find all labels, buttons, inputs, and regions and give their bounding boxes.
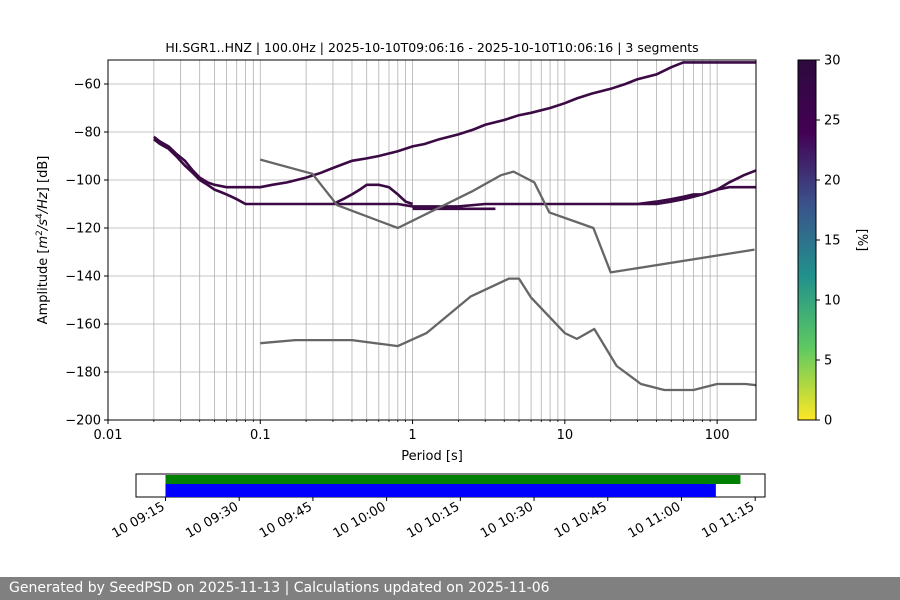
timeline-tick-label: 10 10:45 (552, 499, 610, 541)
x-tick-label: 0.01 (94, 428, 123, 443)
y-tick-label: −140 (65, 270, 101, 285)
colorbar-tick-label: 30 (824, 54, 841, 69)
psd-trace (153, 61, 756, 189)
x-axis-ticks: 0.01 0.1 1 10 100 (94, 420, 730, 443)
colorbar (797, 59, 817, 421)
timeline-tick-label: 10 10:15 (404, 499, 462, 541)
y-tick-label: −80 (74, 126, 101, 141)
colorbar-label: [%] (854, 229, 869, 252)
grid-lines (107, 60, 756, 421)
psd-trace (153, 138, 757, 208)
x-tick-label: 1 (408, 428, 416, 443)
plot-frame (107, 59, 757, 421)
psd-trace (610, 185, 756, 206)
timeline-tick-label: 10 11:00 (626, 499, 684, 541)
footer-text: Generated by SeedPSD on 2025-11-13 | Cal… (9, 580, 550, 596)
y-axis-label: Amplitude [m2/s4/Hz] [dB] (35, 156, 51, 325)
colorbar-tick-label: 15 (824, 234, 841, 249)
colorbar-tick-label: 5 (824, 354, 832, 369)
colorbar-tick-label: 25 (824, 114, 841, 129)
psd-trace (332, 183, 414, 206)
noise-model-line-nlnm (260, 277, 757, 392)
y-tick-label: −180 (65, 366, 101, 381)
x-tick-label: 0.1 (250, 428, 271, 443)
x-tick-label: 100 (705, 428, 730, 443)
footer-bar: Generated by SeedPSD on 2025-11-13 | Cal… (0, 577, 900, 600)
availability-bar (165, 484, 716, 497)
y-tick-label: −200 (65, 414, 101, 429)
y-axis-ticks: −200 −180 −160 −140 −120 −100 −80 −60 (65, 78, 108, 429)
y-tick-label: −100 (65, 174, 101, 189)
y-tick-label: −60 (74, 78, 101, 93)
noise-model-curves (259, 158, 757, 392)
timeline-tick-label: 10 09:15 (110, 499, 168, 541)
psd-traces (153, 61, 757, 211)
colorbar-tick-label: 10 (824, 294, 841, 309)
y-tick-label: −160 (65, 318, 101, 333)
colorbar-tick-label: 0 (824, 414, 832, 429)
colorbar-tick-label: 20 (824, 174, 841, 189)
y-tick-label: −120 (65, 222, 101, 237)
colorbar-ticks: 0 5 10 15 20 25 30 (816, 54, 841, 429)
timeline-tick-label: 10 09:30 (183, 499, 241, 541)
timeline-tick-label: 10 11:15 (699, 499, 757, 541)
chart-title: HI.SGR1..HNZ | 100.0Hz | 2025-10-10T09:0… (165, 40, 698, 55)
x-axis-label: Period [s] (401, 449, 463, 464)
x-tick-label: 10 (557, 428, 574, 443)
availability-bar (165, 475, 741, 484)
noise-model-line-nhnm (259, 158, 755, 274)
timeline-tick-label: 10 09:45 (257, 499, 315, 541)
timeline-tick-label: 10 10:00 (331, 499, 389, 541)
timeline-tick-label: 10 10:30 (478, 499, 536, 541)
data-availability-timeline: 10 09:15 10 09:30 10 09:45 10 10:00 10 10:15… (110, 473, 766, 542)
